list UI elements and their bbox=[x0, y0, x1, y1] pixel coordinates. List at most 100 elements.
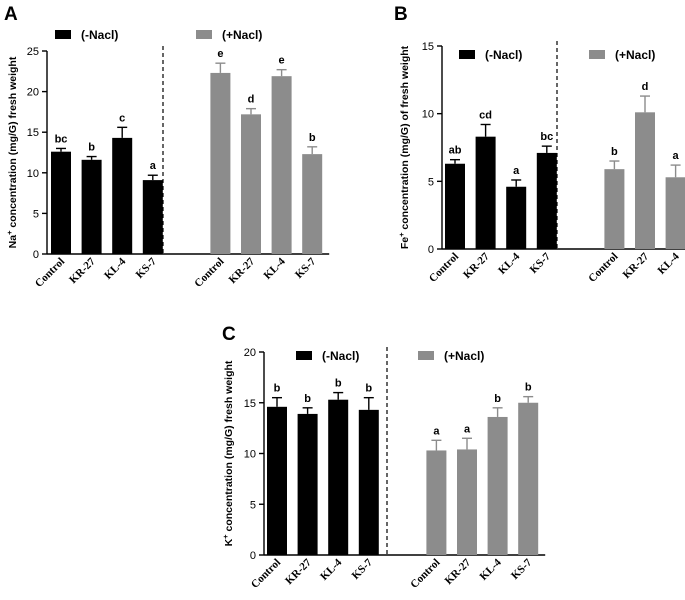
significance-label: b bbox=[494, 393, 501, 405]
panel-letter: A bbox=[4, 4, 18, 25]
significance-label: a bbox=[673, 150, 680, 162]
category-label: KL-4 bbox=[496, 250, 523, 277]
y-tick-label: 10 bbox=[244, 449, 256, 461]
legend-swatch bbox=[196, 30, 212, 39]
legend-label: (-Nacl) bbox=[485, 48, 522, 62]
category-label: KS-7 bbox=[293, 255, 319, 281]
y-tick-label: 20 bbox=[27, 87, 39, 99]
category-label: KL-4 bbox=[478, 556, 505, 583]
y-tick-label: 5 bbox=[428, 176, 434, 188]
category-label: KS-7 bbox=[509, 556, 535, 582]
y-tick-label: 0 bbox=[250, 550, 256, 562]
bar--nacl-kr-27 bbox=[81, 159, 102, 254]
category-label: KR-27 bbox=[461, 250, 492, 281]
category-label: KS-7 bbox=[134, 255, 160, 281]
significance-label: b bbox=[611, 146, 618, 158]
y-tick-label: 5 bbox=[250, 499, 256, 511]
bar--nacl-control bbox=[445, 163, 465, 249]
significance-label: a bbox=[513, 165, 520, 177]
significance-label: a bbox=[150, 160, 157, 172]
category-label: KR-27 bbox=[443, 556, 474, 587]
significance-label: b bbox=[365, 383, 372, 395]
significance-label: b bbox=[525, 382, 532, 394]
legend-label: (+Nacl) bbox=[615, 48, 655, 62]
legend-label: (+Nacl) bbox=[444, 349, 484, 363]
significance-label: bc bbox=[540, 131, 553, 143]
bar--nacl-ks-7 bbox=[142, 180, 163, 254]
y-tick-label: 10 bbox=[27, 168, 39, 180]
y-tick-label: 20 bbox=[244, 347, 256, 359]
category-label: KL-4 bbox=[656, 250, 683, 277]
bar--nacl-kl-4 bbox=[112, 137, 133, 254]
category-label: KL-4 bbox=[262, 255, 289, 282]
category-label: KL-4 bbox=[102, 255, 129, 282]
category-label: KS-7 bbox=[350, 556, 376, 582]
category-label: Control bbox=[192, 256, 226, 290]
bar-+nacl-kr-27 bbox=[457, 449, 477, 555]
significance-label: bc bbox=[55, 133, 68, 145]
bar-+nacl-ks-7 bbox=[518, 402, 539, 555]
significance-label: c bbox=[119, 112, 125, 124]
chart-panel-c: C 0 5 10 15 20 K+ concentration (mg/G) fresh w… bbox=[221, 324, 546, 591]
y-axis-label: Na+ concentration (mg/G) fresh weight bbox=[5, 56, 19, 248]
bar-+nacl-control bbox=[426, 450, 447, 555]
bar--nacl-control bbox=[267, 406, 287, 555]
legend-swatch bbox=[55, 30, 71, 39]
significance-label: b bbox=[274, 383, 281, 395]
significance-label: d bbox=[642, 81, 649, 93]
significance-label: b bbox=[335, 378, 342, 390]
y-tick-label: 15 bbox=[244, 398, 256, 410]
bar--nacl-kl-4 bbox=[328, 399, 349, 555]
significance-label: a bbox=[433, 425, 440, 437]
category-label: KR-27 bbox=[283, 556, 314, 587]
y-tick-label: 10 bbox=[422, 109, 434, 121]
y-tick-label: 0 bbox=[33, 249, 39, 261]
legend-swatch bbox=[296, 351, 312, 360]
category-label: KS-7 bbox=[528, 250, 554, 276]
y-axis-label: K+ concentration (mg/G) fresh weight bbox=[221, 360, 235, 546]
bar-+nacl-kl-4 bbox=[271, 76, 292, 254]
significance-label: b bbox=[88, 142, 95, 154]
category-label: KR-27 bbox=[67, 255, 98, 286]
bar-+nacl-kl-4 bbox=[487, 416, 508, 555]
bar-+nacl-kr-27 bbox=[635, 112, 655, 250]
significance-label: ab bbox=[449, 145, 462, 157]
bar-+nacl-control bbox=[210, 72, 231, 254]
legend-swatch bbox=[589, 50, 605, 59]
category-label: Control bbox=[408, 557, 442, 591]
y-tick-label: 15 bbox=[422, 41, 434, 53]
legend-swatch bbox=[459, 50, 475, 59]
category-label: Control bbox=[586, 251, 620, 285]
legend-label: (+Nacl) bbox=[222, 28, 262, 42]
chart-panel-b: B 0 5 10 15 Fe+ concentration (mg/G) of fresh… bbox=[394, 4, 685, 285]
significance-label: e bbox=[279, 55, 285, 67]
significance-label: a bbox=[464, 423, 471, 435]
significance-label: e bbox=[217, 48, 223, 60]
category-label: KR-27 bbox=[621, 250, 652, 281]
bar-+nacl-kl-4 bbox=[665, 177, 685, 249]
significance-label: d bbox=[248, 94, 255, 106]
y-tick-label: 5 bbox=[33, 208, 39, 220]
bar-+nacl-ks-7 bbox=[302, 154, 323, 254]
significance-label: b bbox=[309, 132, 316, 144]
category-label: KL-4 bbox=[318, 556, 345, 583]
y-axis-label: Fe+ concentration (mg/G) of fresh weight bbox=[397, 45, 411, 249]
category-label: KR-27 bbox=[227, 255, 258, 286]
bar--nacl-ks-7 bbox=[358, 409, 379, 555]
y-tick-label: 15 bbox=[27, 127, 39, 139]
significance-label: b bbox=[304, 393, 311, 405]
bar--nacl-control bbox=[51, 151, 71, 254]
bar--nacl-kr-27 bbox=[297, 413, 318, 555]
panel-letter: B bbox=[394, 4, 408, 25]
bar--nacl-kl-4 bbox=[506, 186, 527, 249]
panel-letter: C bbox=[222, 324, 236, 345]
bar-+nacl-kr-27 bbox=[241, 114, 261, 254]
significance-label: cd bbox=[479, 109, 492, 121]
bar--nacl-ks-7 bbox=[536, 152, 557, 249]
y-tick-label: 0 bbox=[428, 244, 434, 256]
legend-swatch bbox=[418, 351, 434, 360]
bar--nacl-kr-27 bbox=[475, 136, 496, 249]
y-tick-label: 25 bbox=[27, 46, 39, 58]
chart-panel-a: A 0 5 10 15 20 25 Na+ concentration (mg/G) fres… bbox=[4, 4, 330, 290]
